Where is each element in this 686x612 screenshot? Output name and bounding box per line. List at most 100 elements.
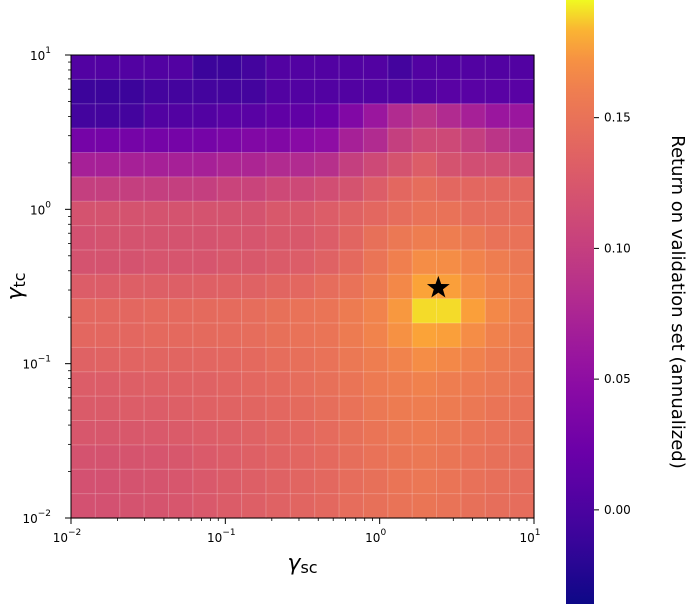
heatmap-cell — [265, 249, 291, 275]
heatmap-cell — [241, 201, 267, 227]
heatmap-cell — [339, 371, 365, 397]
heatmap-cell — [119, 347, 145, 373]
x-tick-label: 10−2 — [53, 528, 82, 545]
heatmap-cell — [290, 347, 316, 373]
heatmap-cell — [192, 371, 218, 397]
heatmap-cell — [314, 128, 340, 154]
heatmap-cell — [119, 176, 145, 202]
heatmap-cells — [71, 55, 535, 519]
heatmap-cell — [95, 274, 121, 300]
heatmap-cell — [509, 225, 535, 251]
heatmap-cell — [144, 55, 170, 80]
heatmap-cell — [314, 469, 340, 495]
heatmap-cell — [485, 371, 511, 397]
heatmap-cell — [241, 298, 267, 324]
heatmap-cell — [509, 176, 535, 202]
heatmap-cell — [460, 469, 486, 495]
heatmap-cell — [192, 347, 218, 373]
heatmap-cell — [363, 103, 389, 129]
y-tick-exponent: 1 — [45, 46, 51, 56]
colorbar-label: Return on validation set (annualized) — [667, 135, 686, 468]
heatmap-cell — [339, 298, 365, 324]
heatmap-cell — [363, 249, 389, 275]
heatmap-cell — [119, 298, 145, 324]
heatmap-cell — [217, 55, 243, 80]
heatmap-cell — [95, 396, 121, 422]
heatmap-cell — [436, 444, 462, 470]
heatmap-cell — [95, 201, 121, 227]
heatmap-cell — [71, 249, 96, 275]
heatmap-cell — [217, 128, 243, 154]
heatmap-cell — [339, 274, 365, 300]
heatmap-cell — [314, 298, 340, 324]
heatmap-cell — [192, 152, 218, 178]
heatmap-cell — [363, 420, 389, 446]
heatmap-cell — [168, 444, 194, 470]
heatmap-cell — [71, 274, 96, 300]
heatmap-cell — [412, 444, 438, 470]
heatmap-cell — [314, 225, 340, 251]
heatmap-cell — [436, 371, 462, 397]
heatmap-cell — [217, 79, 243, 105]
heatmap-cell — [119, 274, 145, 300]
heatmap-cell — [168, 225, 194, 251]
heatmap-cell — [485, 79, 511, 105]
heatmap-cell — [95, 420, 121, 446]
heatmap-cell — [387, 469, 413, 495]
heatmap-cell — [339, 420, 365, 446]
heatmap-cell — [95, 128, 121, 154]
heatmap-cell — [71, 371, 96, 397]
heatmap-cell — [95, 323, 121, 349]
heatmap-cell — [168, 103, 194, 129]
heatmap-cell — [71, 128, 96, 154]
heatmap-cell — [168, 55, 194, 80]
heatmap-cell — [144, 176, 170, 202]
heatmap-cell — [460, 176, 486, 202]
heatmap-cell — [339, 79, 365, 105]
heatmap-cell — [119, 152, 145, 178]
heatmap-cell — [485, 396, 511, 422]
x-tick-exponent: 0 — [380, 528, 386, 538]
heatmap-cell — [217, 420, 243, 446]
heatmap-cell — [144, 225, 170, 251]
heatmap-cell — [509, 79, 535, 105]
heatmap-cell — [509, 347, 535, 373]
heatmap-cell — [290, 128, 316, 154]
heatmap-cell — [485, 225, 511, 251]
heatmap-cell — [436, 298, 462, 324]
heatmap-cell — [460, 347, 486, 373]
heatmap-cell — [144, 323, 170, 349]
heatmap-cell — [192, 225, 218, 251]
heatmap-cell — [241, 55, 267, 80]
heatmap-cell — [265, 347, 291, 373]
heatmap-cell — [436, 176, 462, 202]
heatmap-cell — [339, 55, 365, 80]
heatmap-cell — [339, 396, 365, 422]
heatmap-cell — [290, 79, 316, 105]
y-tick-label: 101 — [30, 46, 51, 63]
heatmap-cell — [119, 55, 145, 80]
heatmap-cell — [71, 176, 96, 202]
heatmap-cell — [387, 493, 413, 519]
plot-frame — [70, 54, 535, 519]
heatmap-cell — [460, 201, 486, 227]
heatmap-cell — [460, 249, 486, 275]
heatmap-cell — [412, 298, 438, 324]
heatmap-cell — [412, 103, 438, 129]
heatmap-cell — [509, 444, 535, 470]
heatmap-cell — [71, 55, 96, 80]
colorbar-ticks: 0.00 0.05 0.10 0.15 — [594, 111, 631, 517]
heatmap-cell — [241, 152, 267, 178]
heatmap-cell — [485, 347, 511, 373]
heatmap-cell — [387, 347, 413, 373]
x-tick-label: 100 — [365, 528, 386, 545]
heatmap-cell — [119, 249, 145, 275]
heatmap-cell — [509, 420, 535, 446]
heatmap-cell — [168, 128, 194, 154]
heatmap-cell — [71, 201, 96, 227]
heatmap-cell — [314, 55, 340, 80]
heatmap-cell — [290, 323, 316, 349]
heatmap-cell — [436, 323, 462, 349]
heatmap-cell — [363, 201, 389, 227]
heatmap-cell — [265, 444, 291, 470]
